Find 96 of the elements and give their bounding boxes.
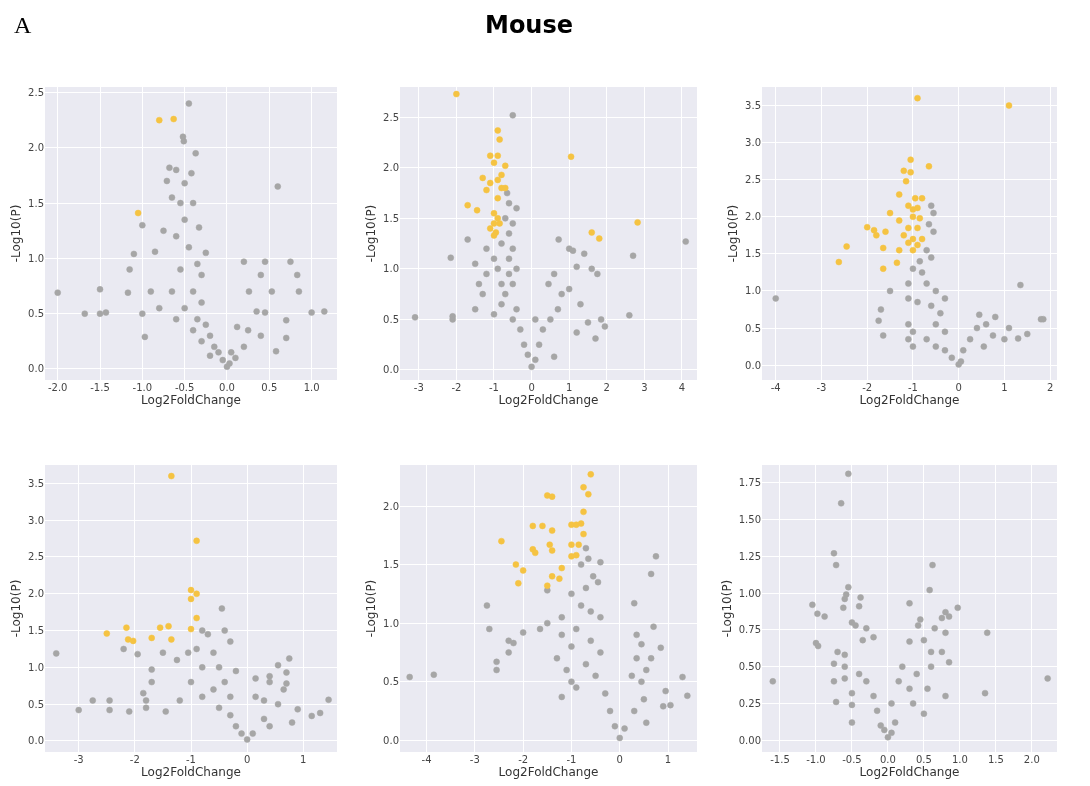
y-tick-label: 1.0	[28, 252, 44, 264]
x-axis-title: Log2FoldChange	[498, 765, 599, 779]
y-axis-title: -Log10(P)	[364, 204, 379, 263]
x-tick-label: -2.0	[47, 382, 68, 393]
y-tick-label: 2.0	[383, 162, 399, 174]
y-axis-title: -Log10(P)	[726, 204, 741, 263]
x-tick-label: -2	[862, 382, 873, 393]
y-tick-label: 0.25	[738, 697, 761, 709]
x-tick-label: 0.0	[879, 754, 896, 765]
y-tick-label: 1.5	[383, 212, 399, 224]
x-tick-label: -1.5	[770, 754, 790, 765]
x-tick-label: -1	[907, 382, 918, 393]
x-tick-label: -0.5	[174, 382, 195, 393]
y-tick-label: 0.5	[28, 698, 44, 710]
y-tick-label: 1.5	[28, 197, 44, 209]
x-tick-label: -4	[421, 754, 432, 765]
x-tick-label: 1.0	[951, 754, 968, 765]
x-axis-title: Log2FoldChange	[859, 393, 960, 407]
x-tick-label: -4	[770, 382, 781, 393]
y-tick-label: 0.0	[28, 735, 44, 747]
y-tick-label: 1.5	[28, 625, 44, 637]
y-tick-label: 1.00	[738, 587, 761, 599]
x-tick-label: -1	[566, 754, 577, 765]
x-tick-label: 1.5	[987, 754, 1004, 765]
y-tick-label: 2.0	[745, 211, 761, 223]
y-tick-label: 1.75	[738, 477, 761, 489]
y-tick-label: 1.0	[383, 617, 399, 629]
y-tick-label: 0.50	[738, 661, 761, 673]
x-tick-label: -1.5	[90, 382, 110, 393]
x-tick-label: -1.0	[132, 382, 153, 393]
x-tick-label: 0.0	[219, 382, 235, 393]
x-tick-label: 2	[1046, 382, 1054, 393]
y-tick-label: 0.0	[28, 363, 44, 375]
x-tick-label: -2	[518, 754, 529, 765]
x-tick-label: -3	[469, 754, 480, 765]
y-tick-label: 2.5	[28, 551, 44, 563]
y-tick-label: 1.5	[383, 559, 399, 571]
y-axis-title: -Log10(P)	[364, 579, 379, 638]
y-tick-label: 2.0	[28, 588, 44, 600]
x-axis-title: Log2FoldChange	[141, 393, 241, 407]
x-tick-label: 1	[300, 754, 307, 765]
x-tick-label: 1	[565, 382, 573, 393]
x-tick-label: 0.5	[915, 754, 932, 765]
x-tick-label: -1	[186, 754, 196, 765]
y-tick-label: 0.5	[745, 322, 761, 334]
x-tick-label: 0	[955, 382, 962, 393]
x-tick-label: 0	[528, 382, 535, 393]
y-tick-label: 0.0	[383, 734, 399, 746]
y-tick-label: 1.5	[745, 248, 761, 260]
x-tick-label: 3	[641, 382, 648, 393]
y-tick-label: 0.00	[738, 734, 761, 746]
y-tick-label: 2.5	[745, 174, 761, 186]
y-tick-label: 0.75	[738, 624, 761, 636]
text: A	[14, 12, 32, 38]
y-tick-label: 1.0	[745, 285, 761, 297]
y-axis-title: -Log10(P)	[9, 204, 24, 263]
x-tick-label: -2	[451, 382, 462, 393]
y-tick-label: 3.5	[745, 100, 761, 112]
x-tick-label: -1.0	[806, 754, 826, 765]
y-tick-label: 0.0	[745, 359, 761, 371]
x-tick-label: 2	[603, 382, 610, 393]
x-tick-label: 1	[664, 754, 672, 765]
x-axis-title: Log2FoldChange	[859, 765, 960, 779]
y-tick-label: 2.0	[383, 500, 399, 512]
x-tick-label: 0	[616, 754, 623, 765]
y-tick-label: 3.0	[745, 137, 761, 149]
y-tick-label: 3.5	[28, 477, 44, 489]
x-tick-label: -0.5	[842, 754, 862, 765]
y-tick-label: 1.0	[28, 661, 44, 673]
y-tick-label: 1.25	[738, 550, 761, 562]
y-tick-label: 0.0	[383, 364, 399, 376]
x-tick-label: 2.0	[1023, 754, 1040, 765]
y-axis-title: -Log10(P)	[720, 579, 735, 638]
y-tick-label: 1.50	[738, 513, 761, 525]
y-tick-label: 2.5	[28, 87, 44, 99]
y-tick-label: 2.0	[28, 142, 44, 154]
x-axis-title: Log2FoldChange	[141, 765, 241, 779]
y-axis-title: -Log10(P)	[9, 579, 24, 638]
y-tick-label: 0.5	[383, 676, 399, 688]
y-tick-label: 3.0	[28, 514, 44, 526]
x-tick-label: 1	[1001, 382, 1008, 393]
y-tick-label: 1.0	[383, 263, 399, 275]
chart-title: Mouse	[485, 11, 574, 39]
y-tick-label: 2.5	[383, 111, 399, 123]
x-tick-label: 1.0	[303, 382, 320, 393]
x-tick-label: -3	[73, 754, 84, 765]
x-tick-label: -1	[489, 382, 499, 393]
y-tick-label: 0.5	[383, 313, 399, 325]
x-axis-title: Log2FoldChange	[498, 393, 599, 407]
x-tick-label: 4	[678, 382, 686, 393]
x-tick-label: 0.5	[261, 382, 278, 393]
x-tick-label: -2	[129, 754, 140, 765]
x-tick-label: 0	[243, 754, 251, 765]
y-tick-label: 0.5	[28, 308, 44, 320]
x-tick-label: -3	[816, 382, 827, 393]
x-tick-label: -3	[413, 382, 424, 393]
